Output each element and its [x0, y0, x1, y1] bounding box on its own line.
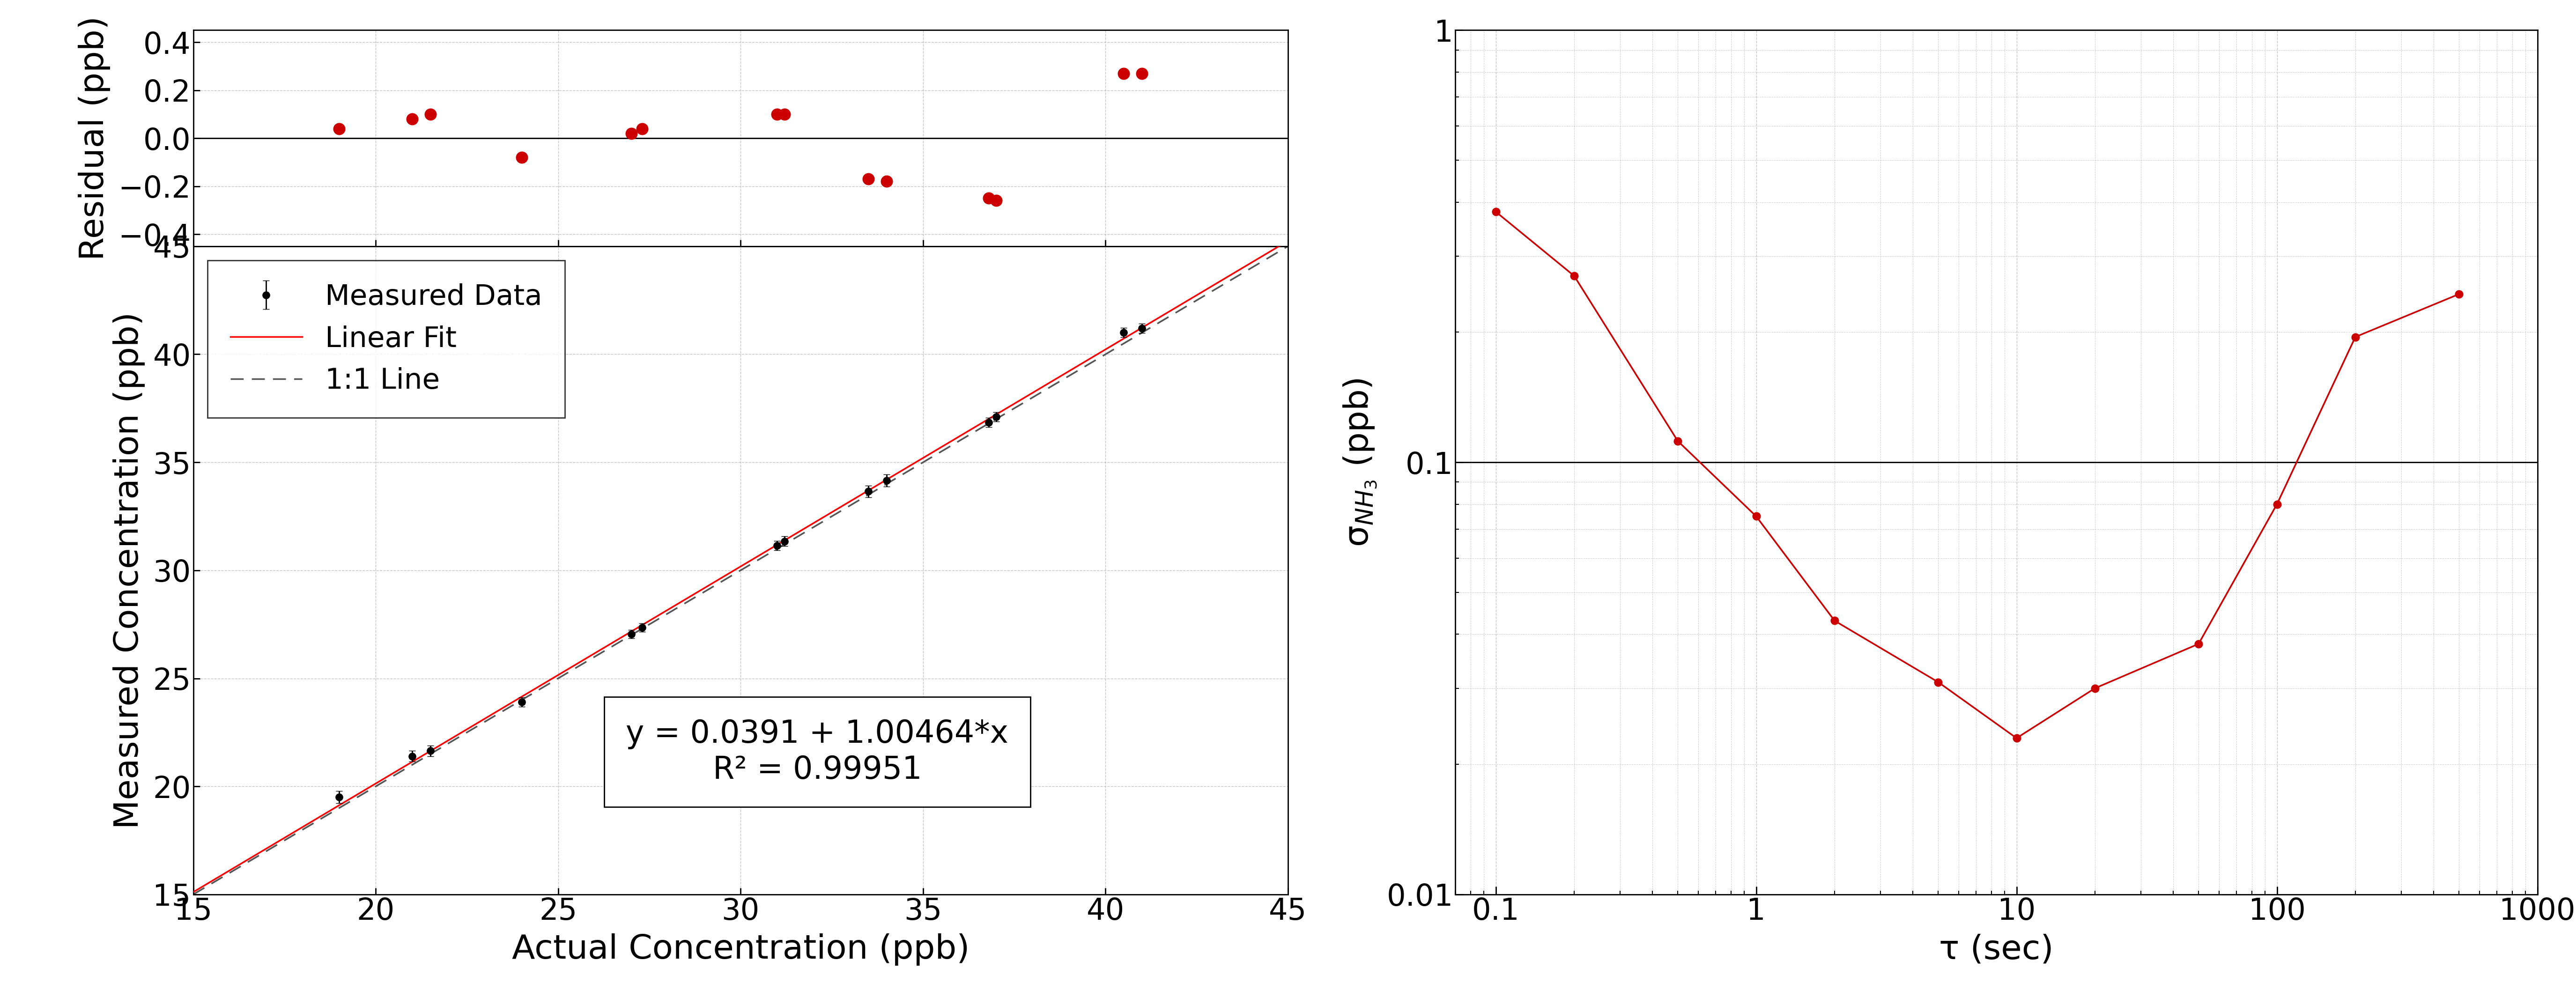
- Point: [969, 190, 1010, 206]
- Point: [319, 121, 361, 137]
- Linear Fit: [827, 500, 858, 513]
- Point: [757, 107, 799, 123]
- Point: [500, 150, 541, 166]
- X-axis label: τ (sec): τ (sec): [1940, 934, 2053, 966]
- Linear Fit: [1170, 295, 1200, 308]
- Point: [976, 193, 1018, 209]
- Text: y = 0.0391 + 1.00464*x
R² = 0.99951: y = 0.0391 + 1.00464*x R² = 0.99951: [626, 719, 1010, 785]
- X-axis label: Actual Concentration (ppb): Actual Concentration (ppb): [513, 934, 969, 966]
- Linear Fit: [848, 487, 878, 499]
- Linear Fit: [1273, 235, 1303, 247]
- Y-axis label: Residual (ppb): Residual (ppb): [77, 16, 111, 260]
- Y-axis label: Measured Concentration (ppb): Measured Concentration (ppb): [113, 312, 144, 829]
- Line: Linear Fit: Linear Fit: [193, 241, 1288, 892]
- Point: [621, 121, 662, 137]
- Legend: Measured Data, Linear Fit, 1:1 Line: Measured Data, Linear Fit, 1:1 Line: [209, 260, 564, 418]
- Linear Fit: [829, 498, 860, 511]
- Y-axis label: σ$_{NH_3}$ (ppb): σ$_{NH_3}$ (ppb): [1342, 378, 1378, 547]
- Point: [848, 171, 889, 187]
- Linear Fit: [178, 886, 209, 898]
- Point: [410, 107, 451, 123]
- Point: [611, 126, 652, 142]
- Point: [1103, 65, 1144, 81]
- Point: [762, 107, 804, 123]
- Point: [866, 174, 907, 190]
- Linear Fit: [180, 883, 211, 895]
- Point: [1121, 65, 1162, 81]
- Point: [392, 111, 433, 127]
- Linear Fit: [1100, 338, 1131, 350]
